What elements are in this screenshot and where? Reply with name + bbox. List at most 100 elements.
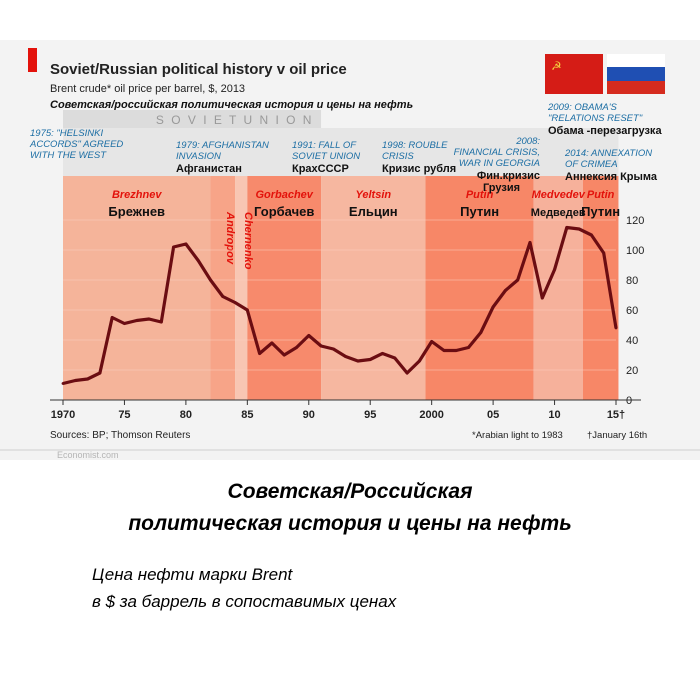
data-point [344,355,348,358]
data-point [417,359,421,363]
period-label-ru: Медведев [531,207,586,219]
event-annotation-en: 2009: OBAMA'S [547,102,618,113]
event-annotation-ru: Афганистан [176,163,242,175]
x-tick-label: 2000 [419,409,443,421]
data-point [331,347,335,351]
x-tick-label: 05 [487,409,499,421]
period-label-en: Putin [466,189,494,201]
data-point [295,346,298,349]
chart-subtitle-ru: Советская/российская политическая истори… [50,99,413,111]
data-point [233,301,237,304]
event-annotation-ru: Обама -перезагрузка [548,125,662,137]
data-point [491,305,495,309]
data-point [614,326,618,330]
russian-flag-white-stripe [607,54,665,67]
soviet-union-label: S O V I E T U N I O N [156,113,314,127]
soviet-union-band [63,110,322,128]
watermark: Economist.com [57,450,119,460]
footnote-date: †January 16th [587,430,647,441]
y-tick-label: 40 [626,335,638,347]
period-label-en: Gorbachev [255,189,313,201]
caption-sub-line2: в $ за баррель в сопоставимых ценах [92,592,397,611]
event-annotation-ru: Аннексия Крыма [565,171,658,183]
caption-sub-line1: Цена нефти марки Brent [92,565,293,584]
data-point [98,371,102,375]
data-point [540,296,544,300]
period-label-en: Chernenko [242,212,254,270]
event-annotation-en: ACCORDS" AGREED [29,139,123,150]
x-tick-label: 15† [607,409,625,421]
y-tick-label: 80 [626,275,638,287]
period-label-ru: Путин [581,204,620,219]
event-annotation-en: CRISIS [382,151,414,162]
x-tick-label: 1970 [51,409,75,421]
period-band [210,176,236,400]
data-point [245,308,249,312]
chart-panel: Soviet/Russian political history v oil p… [0,40,700,460]
period-label-ru: Горбачев [254,204,314,219]
data-point [196,259,200,262]
chart-subtitle: Brent crude* oil price per barrel, $, 20… [50,83,245,95]
data-point [319,344,323,348]
data-point [393,356,397,360]
data-point [221,295,225,298]
data-point [479,331,483,334]
chart-title: Soviet/Russian political history v oil p… [50,61,347,78]
period-label-ru: Путин [460,204,499,219]
title-accent-bar [28,48,37,72]
x-tick-label: 95 [364,409,376,421]
period-band [235,176,248,400]
event-annotation-en: 2014: ANNEXATION [564,148,652,159]
caption-title-line2: политическая история и цены на нефть [128,512,572,535]
data-point [356,359,360,363]
russian-flag-blue-stripe [607,67,665,81]
event-annotation-en: WAR IN GEORGIA [459,158,540,169]
period-band [533,176,583,400]
data-point [577,227,581,231]
y-tick-label: 60 [626,305,638,317]
data-point [553,268,556,271]
y-tick-label: 100 [626,245,644,257]
event-annotation-en: FINANCIAL CRISIS, [454,147,540,158]
data-point [61,382,65,385]
data-point [381,352,384,355]
y-tick-label: 20 [626,365,638,377]
x-tick-label: 10 [548,409,560,421]
period-label-en: Yeltsin [355,189,391,201]
source-note: Sources: BP; Thomson Reuters [50,430,190,441]
series-line [62,225,618,386]
soviet-flag-icon [545,54,603,94]
event-annotation-en: OF CRIMEA [565,159,618,170]
data-point [123,322,126,325]
data-point [135,319,139,322]
annotation-band [63,128,619,176]
event-annotation-en: 1998: ROUBLE [382,140,448,151]
period-band [63,176,211,400]
data-point [590,233,593,237]
period-band [247,176,322,400]
event-annotation-en: WITH THE WEST [30,150,107,161]
data-point [516,278,520,282]
period-label-en: Andropov [224,211,236,265]
period-label-en: Medvedev [532,189,586,201]
event-annotation-en: 1975: "HELSINKI [30,128,103,139]
data-point [504,289,507,292]
period-label-ru: Брежнев [108,204,165,219]
data-point [209,278,212,282]
period-label-en: Putin [587,189,615,201]
event-annotation-en: 2008: [515,136,540,147]
data-point [405,371,409,375]
y-tick-label: 0 [626,395,632,407]
period-band [582,176,619,400]
period-band [321,176,426,400]
hammer-sickle-icon: ☭ [551,59,562,73]
x-tick-label: 90 [303,409,315,421]
x-tick-label: 80 [180,409,192,421]
data-point [442,349,446,352]
data-point [565,226,569,229]
data-point [86,377,89,381]
data-point [172,245,176,249]
russian-flag-red-stripe [607,81,665,94]
data-point [368,358,372,361]
caption-title-line1: Советская/Российская [227,480,473,503]
